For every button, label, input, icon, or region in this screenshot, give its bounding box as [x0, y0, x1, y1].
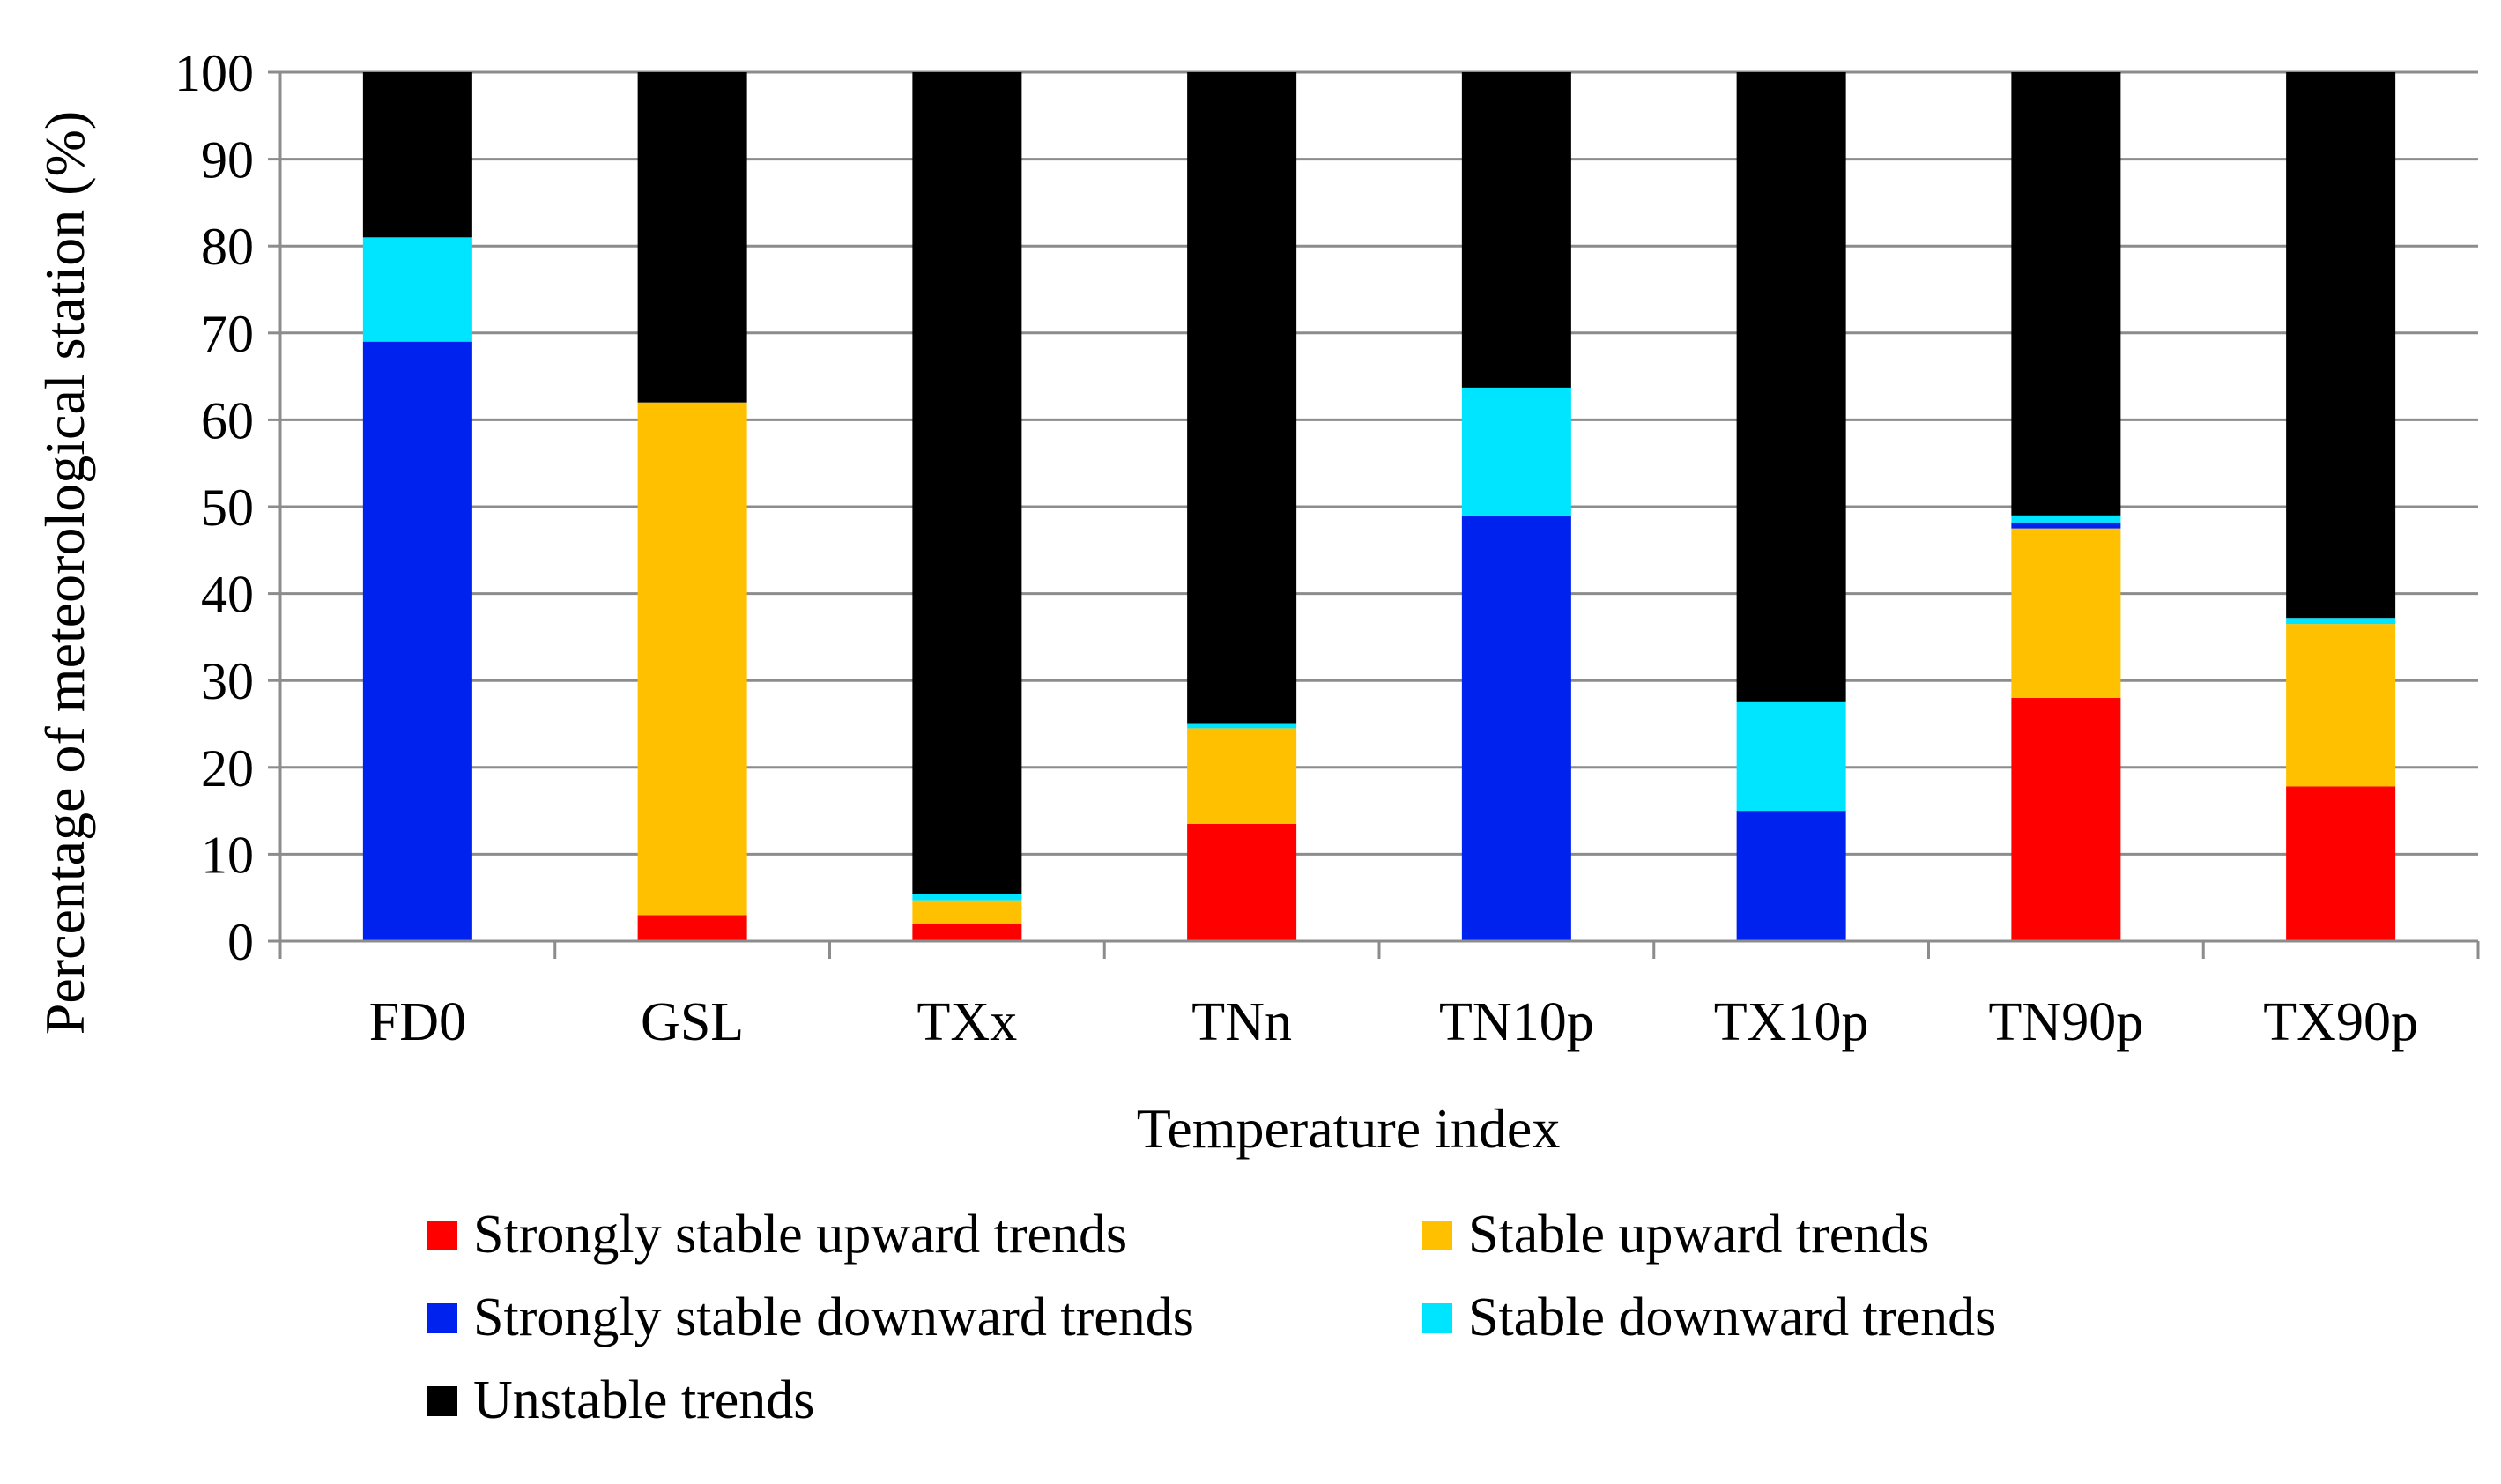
x-tick-label: TXx [917, 992, 1018, 1052]
legend-swatch [427, 1303, 457, 1333]
bar-segment [362, 237, 472, 342]
legend-label: Strongly stable downward trends [473, 1287, 1194, 1347]
y-tick-label: 80 [201, 218, 254, 276]
legend-label: Unstable trends [473, 1370, 814, 1430]
bar-segment [2286, 72, 2396, 619]
bar-segment [362, 341, 472, 941]
y-tick-label: 0 [227, 913, 254, 971]
y-tick-label: 10 [201, 826, 254, 884]
bar-segment [2011, 72, 2121, 516]
x-tick-label: TX90p [2263, 992, 2418, 1052]
y-tick-label: 50 [201, 479, 254, 537]
legend-swatch [1422, 1221, 1452, 1250]
x-tick-label: GSL [641, 992, 744, 1052]
x-tick-label: TNn [1191, 992, 1292, 1052]
bar-segment [1736, 701, 1846, 812]
x-tick-label: TN10p [1439, 992, 1594, 1052]
bar-segment [2011, 515, 2121, 523]
y-tick-label: 100 [174, 44, 254, 102]
bar-segment [1187, 72, 1297, 724]
bar-segment [1461, 72, 1571, 388]
y-tick-label: 20 [201, 739, 254, 798]
y-tick-label: 90 [201, 131, 254, 189]
y-tick-label: 60 [201, 391, 254, 449]
bar-segment [2011, 697, 2121, 941]
y-axis-title: Percentage of meteorological station (%) [33, 111, 96, 1035]
bar-segment [912, 924, 1022, 941]
bars [362, 72, 2396, 941]
x-tick-label: FD0 [369, 992, 466, 1052]
bar-segment [912, 894, 1022, 901]
bar-segment [362, 72, 472, 238]
bar-segment [1461, 387, 1571, 516]
x-tick-label: TX10p [1714, 992, 1869, 1052]
bar-segment [1187, 723, 1297, 729]
legend: Strongly stable upward trends Stable upwa… [427, 1205, 1996, 1430]
bar-segment [637, 402, 747, 916]
axes [268, 70, 2480, 959]
legend-swatch [427, 1386, 457, 1416]
bar-segment [2286, 618, 2396, 625]
bar-segment [1187, 728, 1297, 824]
bar-segment [1187, 823, 1297, 941]
legend-swatch [427, 1221, 457, 1250]
bar-segment [637, 915, 747, 941]
bar-segment [1461, 515, 1571, 941]
bar-segment [637, 72, 747, 403]
bar-segment [1736, 72, 1846, 702]
bar-segment [912, 72, 1022, 894]
y-tick-label: 70 [201, 305, 254, 363]
bar-segment [2286, 624, 2396, 787]
x-tick-label: TN90p [1989, 992, 2144, 1052]
legend-label: Stable upward trends [1468, 1205, 1929, 1265]
bar-segment [912, 900, 1022, 924]
legend-swatch [1422, 1303, 1452, 1333]
y-tick-label: 30 [201, 652, 254, 710]
gridlines [280, 70, 2478, 856]
bar-segment [1736, 811, 1846, 941]
legend-label: Strongly stable upward trends [473, 1205, 1127, 1265]
bar-segment [2011, 528, 2121, 698]
x-axis-title: Temperature index [1137, 1097, 1561, 1160]
bar-segment [2011, 522, 2121, 529]
labels: 0 10 20 30 40 50 60 70 80 90 100 FD0 GSL TXx TNn TN10p T… [174, 44, 2418, 1052]
bar-segment [2286, 786, 2396, 941]
y-tick-label: 40 [201, 566, 254, 624]
legend-label: Stable downward trends [1468, 1287, 1996, 1347]
